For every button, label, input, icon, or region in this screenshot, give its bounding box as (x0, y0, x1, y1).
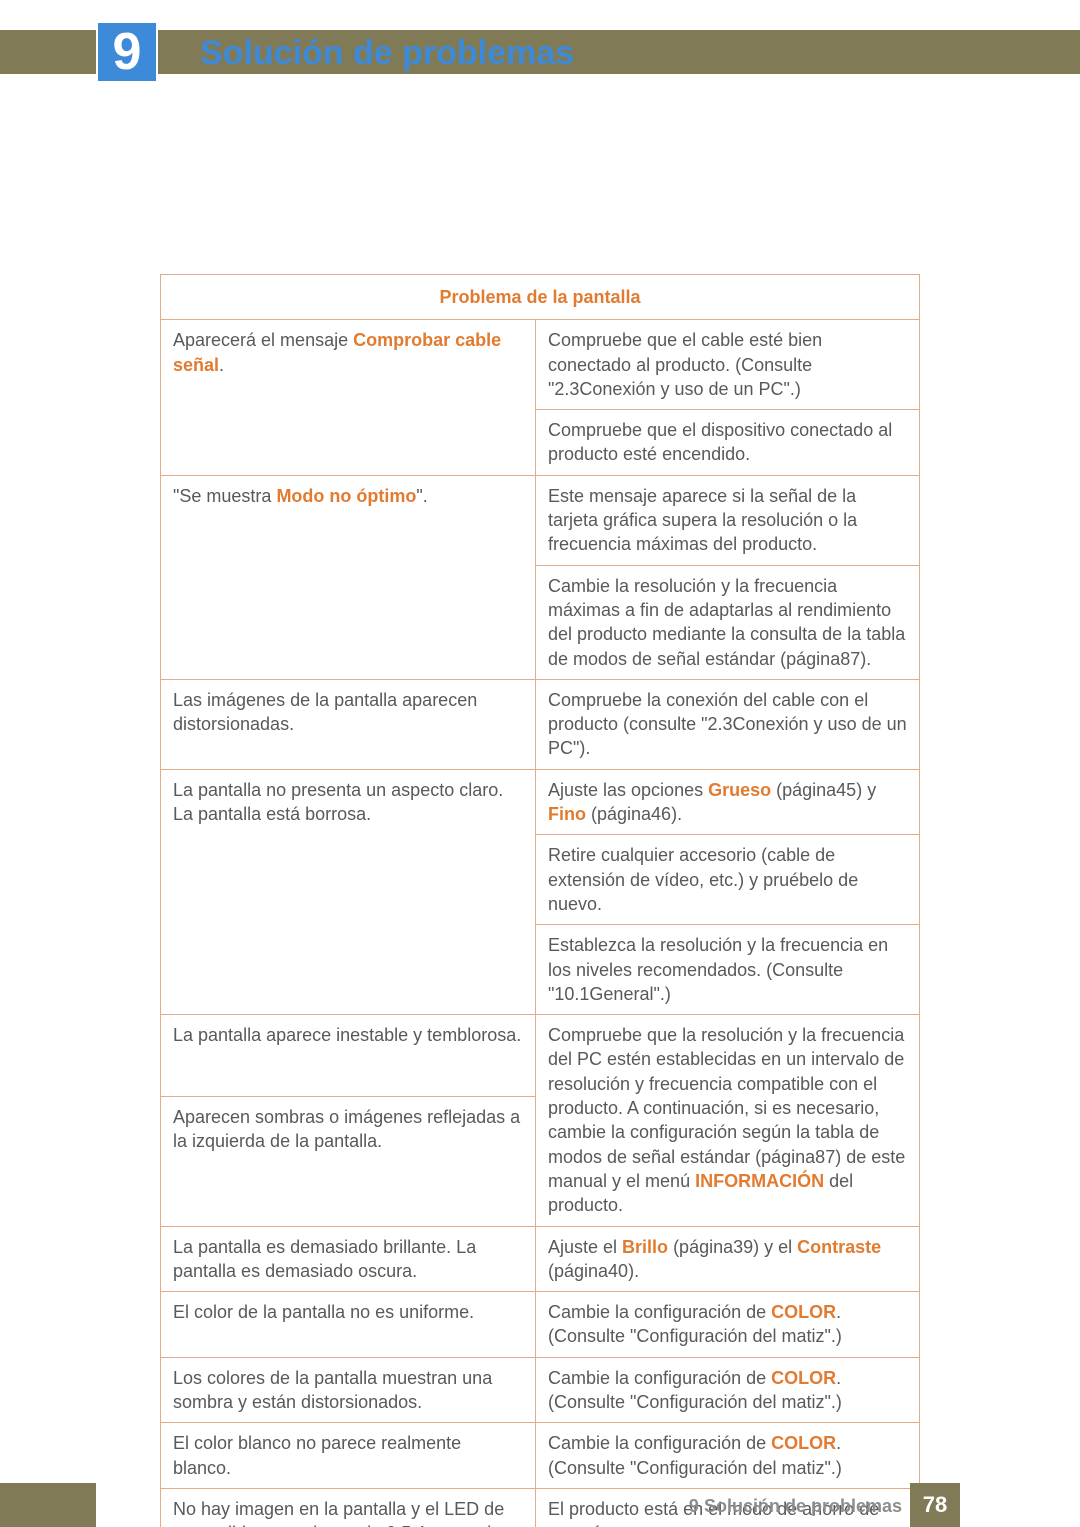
problem-cell-seg: Aparecen sombras o imágenes reflejadas a… (173, 1107, 520, 1151)
footer-page-number: 78 (910, 1483, 960, 1527)
solution-cell-seg: Retire cualquier accesorio (cable de ext… (548, 845, 858, 914)
solution-cell-seg: Ajuste el (548, 1237, 622, 1257)
problem-cell-seg: Las imágenes de la pantalla aparecen dis… (173, 690, 477, 734)
solution-cell: Este mensaje aparece si la señal de la t… (536, 475, 920, 565)
problem-cell-seg: ". (416, 486, 427, 506)
solution-cell-seg: Contraste (797, 1237, 881, 1257)
solution-cell-seg: Compruebe que el dispositivo conectado a… (548, 420, 892, 464)
problem-cell: "Se muestra Modo no óptimo". (161, 475, 536, 679)
table-row: La pantalla es demasiado brillante. La p… (161, 1226, 920, 1292)
problem-cell-seg: "Se muestra (173, 486, 276, 506)
solution-cell: Compruebe que el dispositivo conectado a… (536, 410, 920, 476)
solution-cell: Compruebe que el cable esté bien conecta… (536, 320, 920, 410)
problem-cell: Aparecerá el mensaje Comprobar cable señ… (161, 320, 536, 475)
problem-cell-seg: Los colores de la pantalla muestran una … (173, 1368, 492, 1412)
solution-cell-seg: Compruebe que la resolución y la frecuen… (548, 1025, 905, 1191)
table-row: Los colores de la pantalla muestran una … (161, 1357, 920, 1423)
problem-cell-seg: La pantalla es demasiado brillante. La p… (173, 1237, 476, 1281)
solution-cell-seg: Cambie la configuración de (548, 1433, 771, 1453)
chapter-number: 9 (113, 22, 142, 82)
table-row: El color blanco no parece realmente blan… (161, 1423, 920, 1489)
footer-chapter-number: 9 (689, 1496, 699, 1516)
solution-cell-seg: (página40). (548, 1261, 639, 1281)
solution-cell-seg: COLOR (771, 1433, 836, 1453)
solution-cell-seg: Cambie la configuración de (548, 1302, 771, 1322)
solution-cell: Ajuste el Brillo (página39) y el Contras… (536, 1226, 920, 1292)
solution-cell-seg: Establezca la resolución y la frecuencia… (548, 935, 888, 1004)
solution-cell-seg: Grueso (708, 780, 771, 800)
table-row: Las imágenes de la pantalla aparecen dis… (161, 679, 920, 769)
chapter-title: Solución de problemas (200, 34, 574, 73)
solution-cell-seg: Cambie la configuración de (548, 1368, 771, 1388)
problem-cell-seg: El color blanco no parece realmente blan… (173, 1433, 461, 1477)
footer-chapter-text: Solución de problemas (704, 1496, 902, 1516)
problem-cell: Los colores de la pantalla muestran una … (161, 1357, 536, 1423)
problem-cell: La pantalla aparece inestable y tembloro… (161, 1015, 536, 1097)
solution-cell: Compruebe que la resolución y la frecuen… (536, 1015, 920, 1226)
solution-cell-seg: (página45) y (771, 780, 876, 800)
solution-cell: Retire cualquier accesorio (cable de ext… (536, 835, 920, 925)
table-header: Problema de la pantalla (161, 275, 920, 320)
solution-cell: Cambie la resolución y la frecuencia máx… (536, 565, 920, 679)
solution-cell-seg: INFORMACIÓN (695, 1171, 824, 1191)
solution-cell-seg: Fino (548, 804, 586, 824)
table-row: La pantalla aparece inestable y tembloro… (161, 1015, 920, 1097)
solution-cell-seg: Este mensaje aparece si la señal de la t… (548, 486, 857, 555)
problem-cell: La pantalla no presenta un aspecto claro… (161, 769, 536, 1014)
solution-cell: Compruebe la conexión del cable con el p… (536, 679, 920, 769)
solution-cell: Cambie la configuración de COLOR. (Consu… (536, 1423, 920, 1489)
solution-cell: Ajuste las opciones Grueso (página45) y … (536, 769, 920, 835)
solution-cell-seg: (página46). (586, 804, 682, 824)
solution-cell: Establezca la resolución y la frecuencia… (536, 925, 920, 1015)
problem-cell: Las imágenes de la pantalla aparecen dis… (161, 679, 536, 769)
table-row: Aparecerá el mensaje Comprobar cable señ… (161, 320, 920, 410)
footer-chapter-label: 9 Solución de problemas (689, 1496, 902, 1517)
problem-cell-seg: Modo no óptimo (276, 486, 416, 506)
problem-cell-seg: . (219, 355, 224, 375)
problem-cell-seg: La pantalla aparece inestable y tembloro… (173, 1025, 521, 1045)
problem-cell: Aparecen sombras o imágenes reflejadas a… (161, 1096, 536, 1226)
table-row: El color de la pantalla no es uniforme. C… (161, 1292, 920, 1358)
solution-cell-seg: COLOR (771, 1302, 836, 1322)
problem-cell-seg: La pantalla no presenta un aspecto claro… (173, 780, 503, 824)
table-row: La pantalla no presenta un aspecto claro… (161, 769, 920, 835)
table-row: "Se muestra Modo no óptimo". Este mensaje… (161, 475, 920, 565)
solution-cell: Cambie la configuración de COLOR. (Consu… (536, 1357, 920, 1423)
solution-cell-seg: Cambie la resolución y la frecuencia máx… (548, 576, 905, 669)
problem-cell-seg: Aparecerá el mensaje (173, 330, 353, 350)
problem-cell: La pantalla es demasiado brillante. La p… (161, 1226, 536, 1292)
troubleshooting-table: Problema de la pantallaAparecerá el mens… (160, 274, 920, 1527)
problem-cell: El color blanco no parece realmente blan… (161, 1423, 536, 1489)
manual-page: 9 Solución de problemas Problema de la p… (0, 0, 1080, 1527)
solution-cell: Cambie la configuración de COLOR. (Consu… (536, 1292, 920, 1358)
solution-cell-seg: (página39) y el (668, 1237, 797, 1257)
solution-cell-seg: COLOR (771, 1368, 836, 1388)
problem-cell: El color de la pantalla no es uniforme. (161, 1292, 536, 1358)
footer-bar: 9 Solución de problemas 78 (0, 1483, 1080, 1527)
problem-cell-seg: El color de la pantalla no es uniforme. (173, 1302, 474, 1322)
solution-cell-seg: Compruebe la conexión del cable con el p… (548, 690, 907, 759)
solution-cell-seg: Ajuste las opciones (548, 780, 708, 800)
solution-cell-seg: Compruebe que el cable esté bien conecta… (548, 330, 822, 399)
chapter-number-badge: 9 (98, 23, 156, 81)
header-band-left (0, 30, 96, 74)
footer-left-block (0, 1483, 96, 1527)
solution-cell-seg: Brillo (622, 1237, 668, 1257)
